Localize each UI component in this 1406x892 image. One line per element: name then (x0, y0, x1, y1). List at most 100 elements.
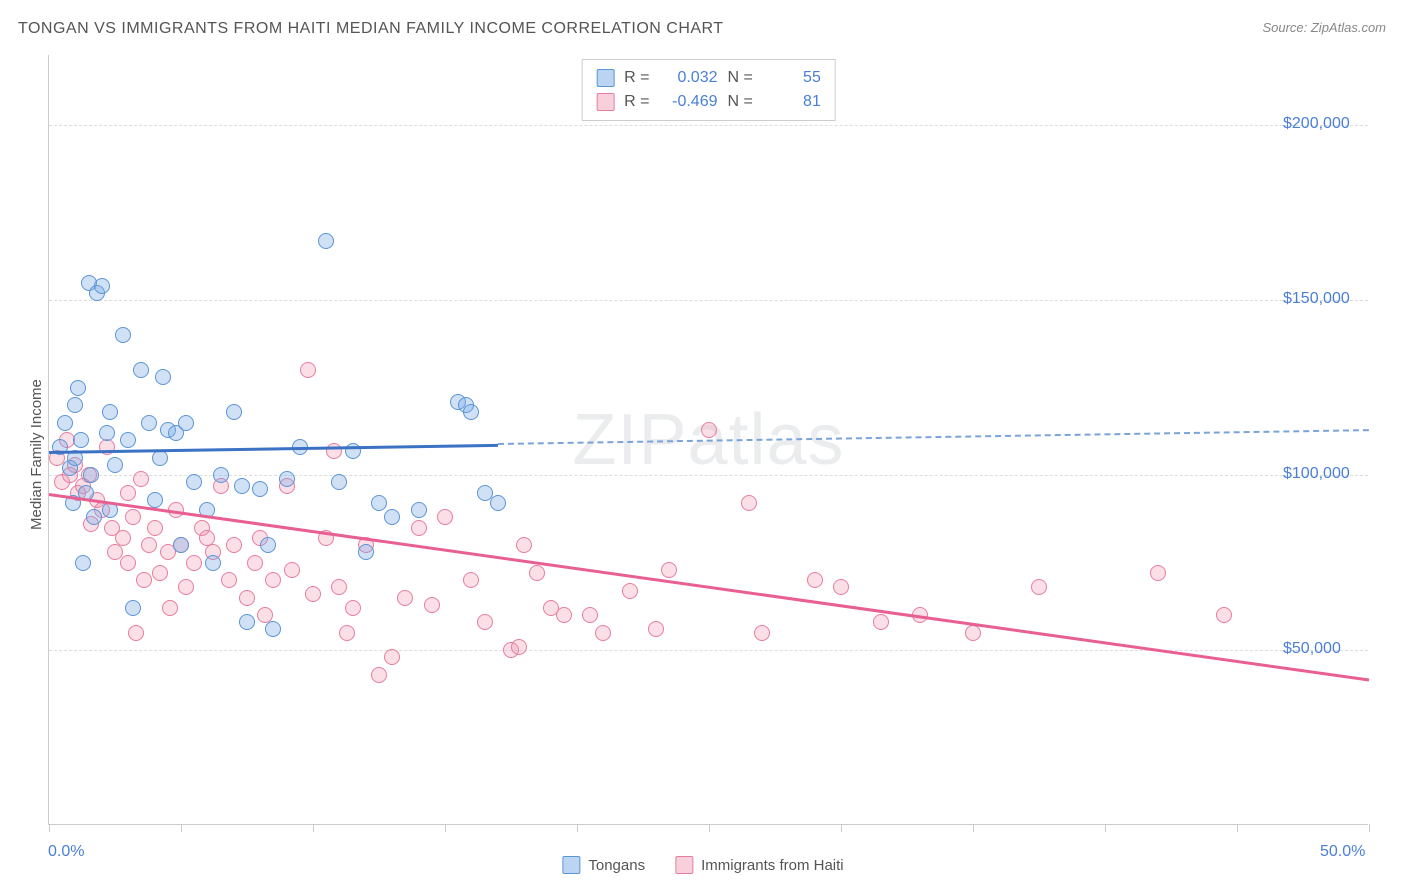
x-tick (1237, 824, 1238, 832)
scatter-point (1031, 579, 1047, 595)
scatter-point (371, 667, 387, 683)
y-tick-label: $150,000 (1283, 290, 1350, 308)
scatter-point (411, 520, 427, 536)
scatter-point (239, 590, 255, 606)
legend-n-label: N = (728, 90, 753, 114)
y-axis-title: Median Family Income (28, 379, 45, 530)
scatter-point (115, 327, 131, 343)
scatter-point (284, 562, 300, 578)
scatter-point (162, 600, 178, 616)
scatter-point (595, 625, 611, 641)
scatter-point (424, 597, 440, 613)
trend-line (498, 429, 1369, 445)
scatter-point (741, 495, 757, 511)
legend-n-label: N = (728, 66, 753, 90)
swatch-pink (675, 856, 693, 874)
chart-title: TONGAN VS IMMIGRANTS FROM HAITI MEDIAN F… (18, 20, 724, 38)
x-tick (973, 824, 974, 832)
scatter-point (147, 492, 163, 508)
scatter-point (339, 625, 355, 641)
scatter-point (178, 579, 194, 595)
scatter-point (186, 474, 202, 490)
scatter-point (318, 233, 334, 249)
legend-item-tongans: Tongans (562, 856, 645, 874)
scatter-point (260, 537, 276, 553)
x-tick-label: 0.0% (48, 843, 84, 861)
gridline (49, 125, 1368, 126)
trend-line (49, 493, 1369, 681)
legend-series: Tongans Immigrants from Haiti (562, 856, 843, 874)
scatter-point (70, 380, 86, 396)
scatter-point (648, 621, 664, 637)
swatch-blue (596, 69, 614, 87)
x-tick (1369, 824, 1370, 832)
scatter-point (133, 471, 149, 487)
haiti-r-value: -0.469 (660, 90, 718, 114)
gridline (49, 300, 1368, 301)
scatter-point (247, 555, 263, 571)
scatter-point (125, 509, 141, 525)
scatter-point (490, 495, 506, 511)
correlation-chart: TONGAN VS IMMIGRANTS FROM HAITI MEDIAN F… (0, 0, 1406, 892)
scatter-point (265, 572, 281, 588)
scatter-point (833, 579, 849, 595)
x-tick-label: 50.0% (1320, 843, 1365, 861)
scatter-point (213, 467, 229, 483)
legend-item-haiti: Immigrants from Haiti (675, 856, 844, 874)
scatter-point (178, 415, 194, 431)
scatter-point (107, 457, 123, 473)
scatter-point (701, 422, 717, 438)
source-attribution: Source: ZipAtlas.com (1262, 20, 1386, 35)
scatter-point (120, 432, 136, 448)
legend-correlation-box: R = 0.032 N = 55 R = -0.469 N = 81 (581, 59, 836, 121)
scatter-point (371, 495, 387, 511)
scatter-point (125, 600, 141, 616)
x-tick (181, 824, 182, 832)
trend-line (49, 443, 498, 453)
scatter-point (99, 425, 115, 441)
scatter-point (511, 639, 527, 655)
scatter-point (83, 467, 99, 483)
scatter-point (965, 625, 981, 641)
scatter-point (115, 530, 131, 546)
scatter-point (133, 362, 149, 378)
scatter-point (661, 562, 677, 578)
scatter-point (345, 600, 361, 616)
scatter-point (141, 537, 157, 553)
scatter-point (1216, 607, 1232, 623)
tongans-r-value: 0.032 (660, 66, 718, 90)
scatter-point (147, 520, 163, 536)
scatter-point (75, 555, 91, 571)
scatter-point (94, 278, 110, 294)
legend-row-haiti: R = -0.469 N = 81 (596, 90, 821, 114)
legend-r-label: R = (624, 90, 649, 114)
scatter-point (252, 481, 268, 497)
scatter-point (477, 614, 493, 630)
scatter-point (73, 432, 89, 448)
legend-label-haiti: Immigrants from Haiti (701, 857, 844, 874)
plot-area: ZIPatlas R = 0.032 N = 55 R = -0.469 N =… (48, 55, 1368, 825)
scatter-point (152, 450, 168, 466)
scatter-point (437, 509, 453, 525)
scatter-point (384, 509, 400, 525)
scatter-point (807, 572, 823, 588)
haiti-n-value: 81 (763, 90, 821, 114)
scatter-point (345, 443, 361, 459)
x-tick (49, 824, 50, 832)
scatter-point (305, 586, 321, 602)
tongans-n-value: 55 (763, 66, 821, 90)
scatter-point (300, 362, 316, 378)
scatter-point (873, 614, 889, 630)
scatter-point (556, 607, 572, 623)
scatter-point (1150, 565, 1166, 581)
swatch-blue (562, 856, 580, 874)
scatter-point (141, 415, 157, 431)
scatter-point (331, 474, 347, 490)
scatter-point (67, 397, 83, 413)
scatter-point (358, 544, 374, 560)
y-tick-label: $50,000 (1283, 640, 1341, 658)
scatter-point (239, 614, 255, 630)
x-tick (313, 824, 314, 832)
scatter-point (226, 537, 242, 553)
scatter-point (463, 572, 479, 588)
